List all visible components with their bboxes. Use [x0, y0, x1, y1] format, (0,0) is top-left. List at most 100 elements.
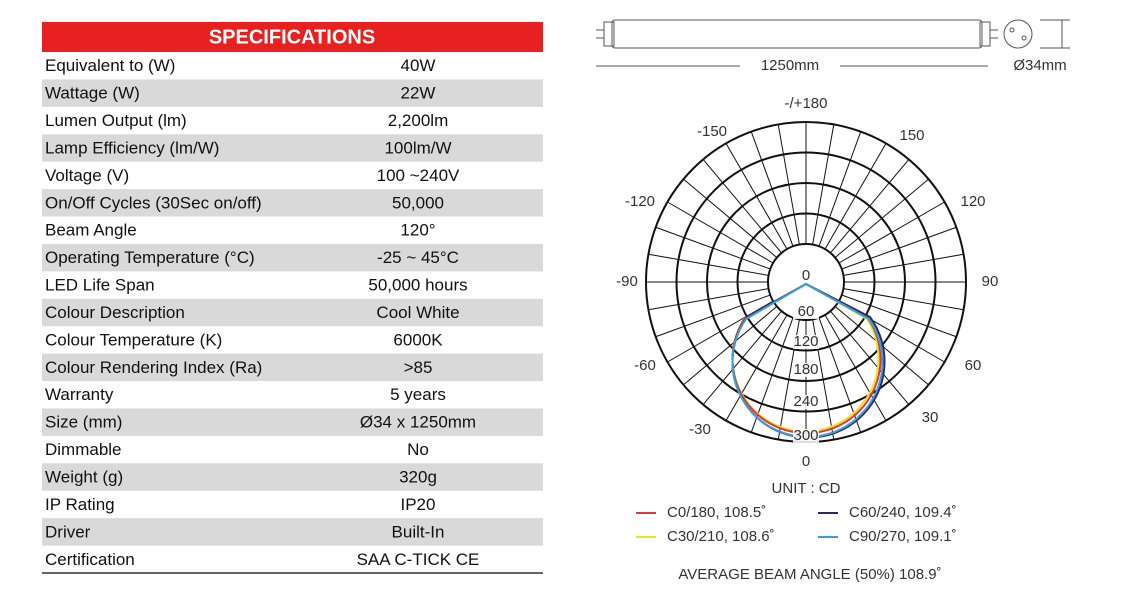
polar-spoke	[725, 143, 788, 250]
angle-label: 90	[982, 273, 999, 290]
radial-label: 60	[798, 303, 815, 320]
spec-label: Lumen Output (lm)	[45, 111, 187, 130]
spec-label: Colour Temperature (K)	[45, 330, 222, 349]
spec-label: Size (mm)	[45, 413, 122, 432]
row-shade	[42, 79, 543, 107]
polar-spoke	[725, 314, 788, 421]
spec-label: LED Life Span	[45, 276, 155, 295]
radial-label-bg	[793, 269, 819, 283]
diameter-label: Ø34mm	[1013, 57, 1066, 74]
spec-value: SAA C-TICK CE	[357, 550, 480, 569]
row-shade	[42, 353, 543, 382]
spec-label: Wattage (W)	[45, 84, 140, 103]
spec-table: Equivalent to (W) 40W Wattage (W) 22W Lumen …	[42, 56, 543, 569]
polar-spoke	[655, 294, 771, 338]
angle-label: 0	[802, 453, 810, 470]
spec-label: Warranty	[45, 385, 114, 404]
spec-value: Ø34 x 1250mm	[360, 413, 476, 432]
legend-label: C90/270, 109.1˚	[849, 528, 957, 545]
angle-label: -90	[616, 273, 638, 290]
row-shade	[42, 189, 543, 217]
row-shade	[42, 134, 543, 162]
angle-label: -/+180	[785, 95, 828, 112]
spec-value: 5 years	[390, 385, 446, 404]
spec-label: Driver	[45, 522, 91, 541]
polar-spoke	[777, 124, 800, 245]
spec-label: Colour Description	[45, 303, 185, 322]
unit-label: UNIT : CD	[772, 480, 841, 497]
polar-spoke	[818, 131, 862, 247]
polar-spoke	[843, 253, 964, 276]
row-shade	[42, 298, 543, 327]
spec-label: Dimmable	[45, 440, 122, 459]
spec-value: 6000K	[393, 330, 443, 349]
radial-label-bg	[793, 363, 819, 377]
radial-label-bg	[793, 429, 819, 443]
legend-label: C0/180, 108.5˚	[667, 504, 766, 521]
spec-value: 50,000	[392, 193, 444, 212]
polar-spoke	[812, 124, 835, 245]
radial-label: 240	[793, 393, 818, 410]
polar-spoke	[843, 288, 964, 311]
polar-spoke	[838, 201, 945, 264]
angle-label: 60	[965, 357, 982, 374]
spec-value: 120°	[400, 221, 435, 240]
polar-spoke	[702, 159, 782, 254]
polar-spoke	[683, 306, 778, 386]
header-title: SPECIFICATIONS	[209, 26, 375, 48]
radial-label: 300	[793, 427, 818, 444]
angle-label: -150	[697, 123, 727, 140]
spec-label: IP Rating	[45, 495, 115, 514]
spec-value: IP20	[401, 495, 436, 514]
row-shade	[42, 408, 543, 436]
radial-label-bg	[793, 335, 819, 349]
polar-spoke	[648, 288, 769, 311]
spec-value: 22W	[401, 84, 436, 103]
spec-label: Certification	[45, 550, 135, 569]
spec-label: Beam Angle	[45, 221, 137, 240]
spec-value: 40W	[401, 56, 436, 75]
polar-spoke	[834, 178, 929, 258]
tube-drawing	[596, 19, 1070, 67]
legend-label: C60/240, 109.4˚	[849, 504, 957, 521]
polar-spoke	[667, 201, 774, 264]
polar-spoke	[750, 131, 794, 247]
row-shade	[42, 518, 543, 546]
radial-label-bg	[793, 395, 819, 409]
polar-spoke	[655, 226, 771, 270]
spec-label: Voltage (V)	[45, 166, 129, 185]
polar-spoke	[648, 253, 769, 276]
angle-label: 30	[922, 409, 939, 426]
spec-value: >85	[404, 358, 433, 377]
radial-label: 120	[793, 333, 818, 350]
spec-value: 50,000 hours	[368, 276, 467, 295]
angle-label: 150	[899, 127, 924, 144]
polar-spoke	[841, 294, 957, 338]
spec-value: Built-In	[392, 522, 445, 541]
radial-label-bg	[793, 305, 819, 319]
row-shade	[42, 463, 543, 491]
angle-label: -120	[625, 193, 655, 210]
polar-spoke	[830, 159, 910, 254]
average-beam-angle: AVERAGE BEAM ANGLE (50%) 108.9˚	[678, 566, 941, 583]
length-label: 1250mm	[761, 57, 819, 74]
polar-diagram: -/+180-150 150-120 120-90 90-60 60-303000601…	[616, 95, 998, 470]
polar-spoke	[824, 314, 887, 421]
spec-label: Lamp Efficiency (lm/W)	[45, 138, 219, 157]
row-shade	[42, 243, 543, 272]
spec-value: -25 ~ 45°C	[377, 248, 459, 267]
polar-spoke	[824, 143, 887, 250]
legend-label: C30/210, 108.6˚	[667, 528, 775, 545]
legend: C0/180, 108.5˚ C60/240, 109.4˚ C30/210, 10…	[636, 504, 957, 545]
spec-label: Colour Rendering Index (Ra)	[45, 358, 262, 377]
angle-label: 120	[960, 193, 985, 210]
polar-spoke	[683, 178, 778, 258]
spec-label: Operating Temperature (°C)	[45, 248, 255, 267]
spec-value: 100 ~240V	[377, 166, 460, 185]
spec-value: Cool White	[376, 303, 459, 322]
spec-value: 2,200lm	[388, 111, 448, 130]
polar-spoke	[830, 310, 910, 405]
spec-value: No	[407, 440, 429, 459]
polar-spoke	[841, 226, 957, 270]
